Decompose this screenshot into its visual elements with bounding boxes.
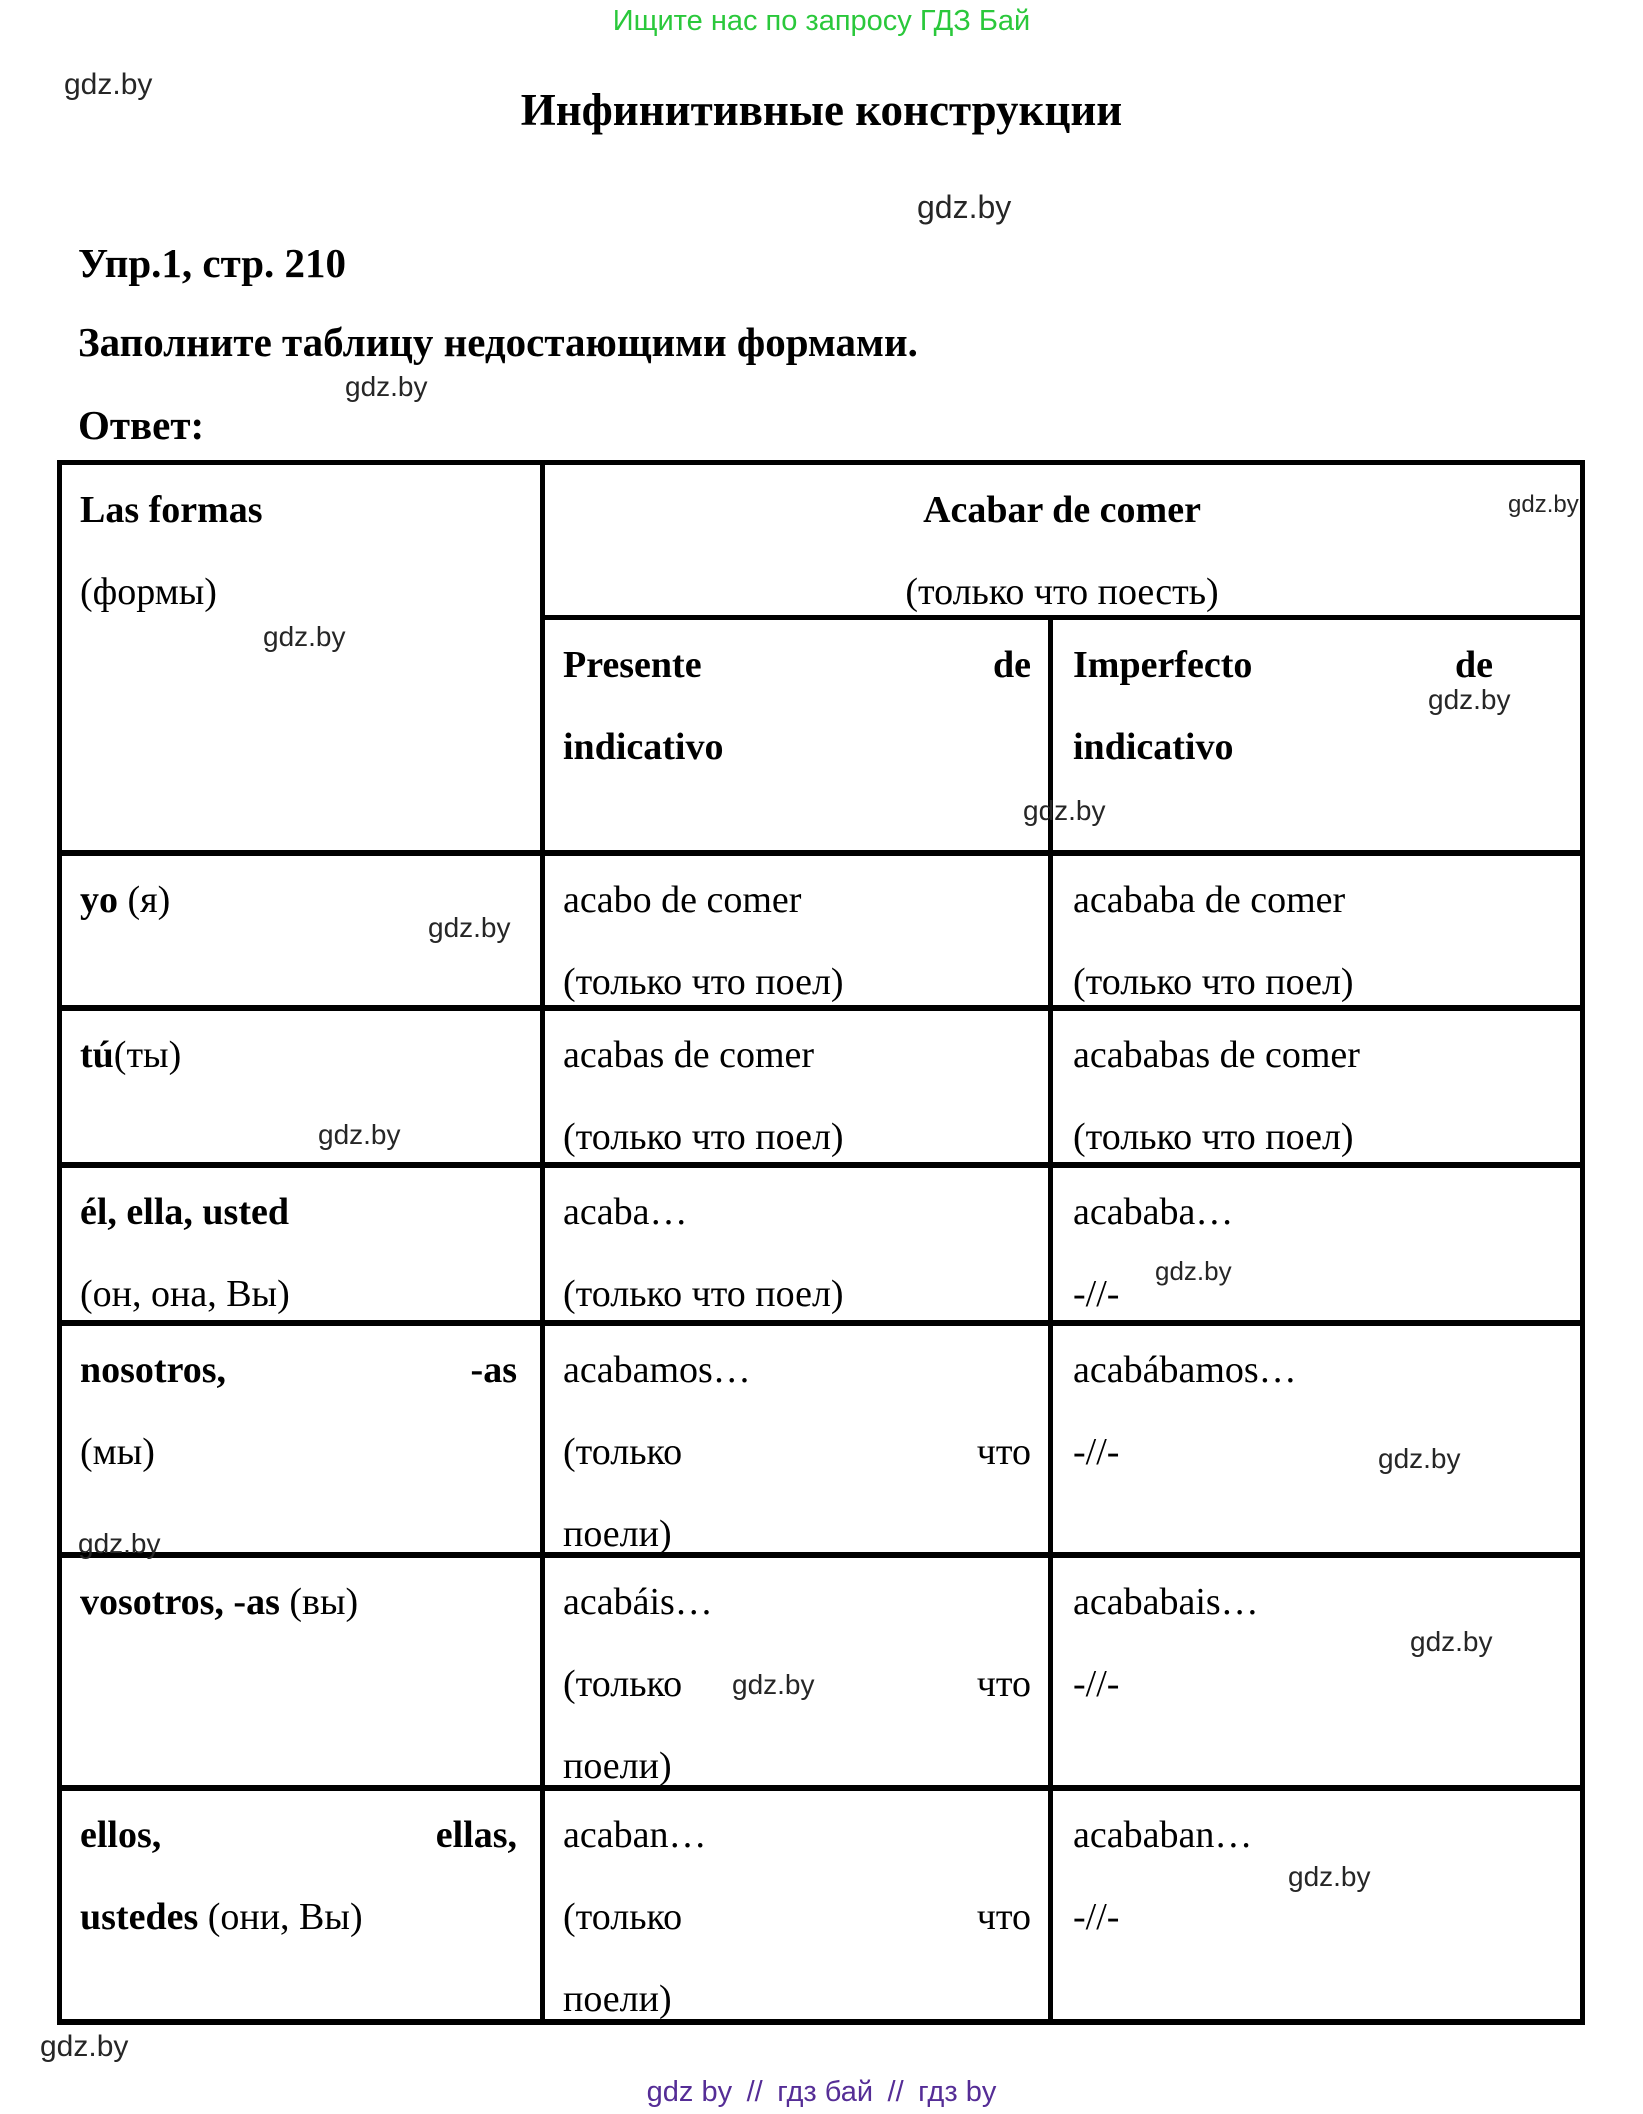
table-border-top [57, 460, 1582, 465]
watermark-gdzby-15: gdz.by [1288, 1861, 1371, 1892]
cell-tu-presente: acabas de comer (только что поел) [563, 1034, 844, 1158]
cell-yo-pronoun: yo (я) [80, 879, 171, 921]
cell-el-pronoun: él, ella, usted (он, она, Вы) [80, 1191, 290, 1315]
table-border-col1 [540, 460, 545, 2025]
watermark-gdzby-13: gdz.by [732, 1669, 815, 1700]
cell-tu-imperfecto: acababas de comer (только что поел) [1073, 1034, 1360, 1158]
cell-nosotros-pronoun: nosotros, -as (мы) [80, 1349, 517, 1473]
exercise-heading: Упр.1, стр. 210 [78, 240, 347, 286]
table-border-left [57, 460, 62, 2025]
table-border-row [57, 1162, 1582, 1168]
watermark-gdzby-3: gdz.by [345, 371, 428, 402]
task-heading: Заполните таблицу недостающими формами. [78, 319, 918, 365]
table-border-subheader [542, 615, 1582, 620]
cell-vosotros-imperfecto: acababais… -//- [1073, 1581, 1259, 1705]
header-cell-las-formas: Las formas (формы) [80, 489, 263, 613]
cell-tu-pronoun: tú(ты) [80, 1034, 182, 1076]
cell-yo-imperfecto: acababa de comer (только что поел) [1073, 879, 1354, 1003]
cell-ellos-presente: acaban… (только что поели) [563, 1814, 1031, 2020]
cell-nosotros-imperfecto: acabábamos… -//- [1073, 1349, 1297, 1473]
page-title: Инфинитивные конструкции [520, 85, 1123, 135]
watermark-gdzby-4: gdz.by [1508, 491, 1579, 518]
watermark-gdzby-14: gdz.by [1410, 1626, 1493, 1657]
cell-ellos-pronoun: ellos, ellas, ustedes (они, Вы) [80, 1814, 517, 1938]
table-border-row [57, 1320, 1582, 1326]
watermark-gdzby-10: gdz.by [1155, 1256, 1232, 1286]
table-border-right [1580, 460, 1585, 2025]
watermark-gdzby-7: gdz.by [1023, 795, 1106, 826]
table-border-row [57, 850, 1582, 856]
watermark-gdzby-1: gdz.by [64, 68, 153, 101]
table-border-row [57, 1785, 1582, 1791]
cell-ellos-imperfecto: acababan… -//- [1073, 1814, 1253, 1938]
table-border-row [57, 1552, 1582, 1558]
answer-label: Ответ: [78, 402, 205, 448]
watermark-gdzby-9: gdz.by [318, 1119, 401, 1150]
header-cell-imperfecto: Imperfecto de indicativo [1073, 644, 1493, 768]
watermark-gdzby-12: gdz.by [78, 1528, 161, 1559]
watermark-gdzby-5: gdz.by [263, 621, 346, 652]
watermark-gdzby-11: gdz.by [1378, 1443, 1461, 1474]
watermark-gdzby-8: gdz.by [428, 912, 511, 943]
table-border-row [57, 1005, 1582, 1011]
watermark-gdzby-2: gdz.by [917, 189, 1012, 225]
cell-nosotros-presente: acabamos… (только что поели) [563, 1349, 1031, 1555]
watermark-gdzby-16: gdz.by [40, 2030, 129, 2063]
cell-el-presente: acaba… (только что поел) [563, 1191, 844, 1315]
cell-yo-presente: acabo de comer (только что поел) [563, 879, 844, 1003]
cell-vosotros-pronoun: vosotros, -as (вы) [80, 1581, 359, 1623]
header-cell-acabar-de-comer: Acabar de comer (только что поесть) [905, 489, 1219, 613]
watermark-gdzby-6: gdz.by [1428, 684, 1511, 715]
table-border-bottom [57, 2019, 1582, 2025]
cell-vosotros-presente: acabáis… (только что поели) [563, 1581, 1031, 1787]
header-cell-presente: Presente de indicativo [563, 644, 1031, 768]
footer-text: gdz by // гдз бай // гдз by [646, 2076, 997, 2108]
cell-el-imperfecto: acababa… -//- [1073, 1191, 1234, 1315]
table-border-col2 [1048, 615, 1053, 2025]
promo-banner-text: Ищите нас по запросу ГДЗ Бай [612, 5, 1031, 37]
